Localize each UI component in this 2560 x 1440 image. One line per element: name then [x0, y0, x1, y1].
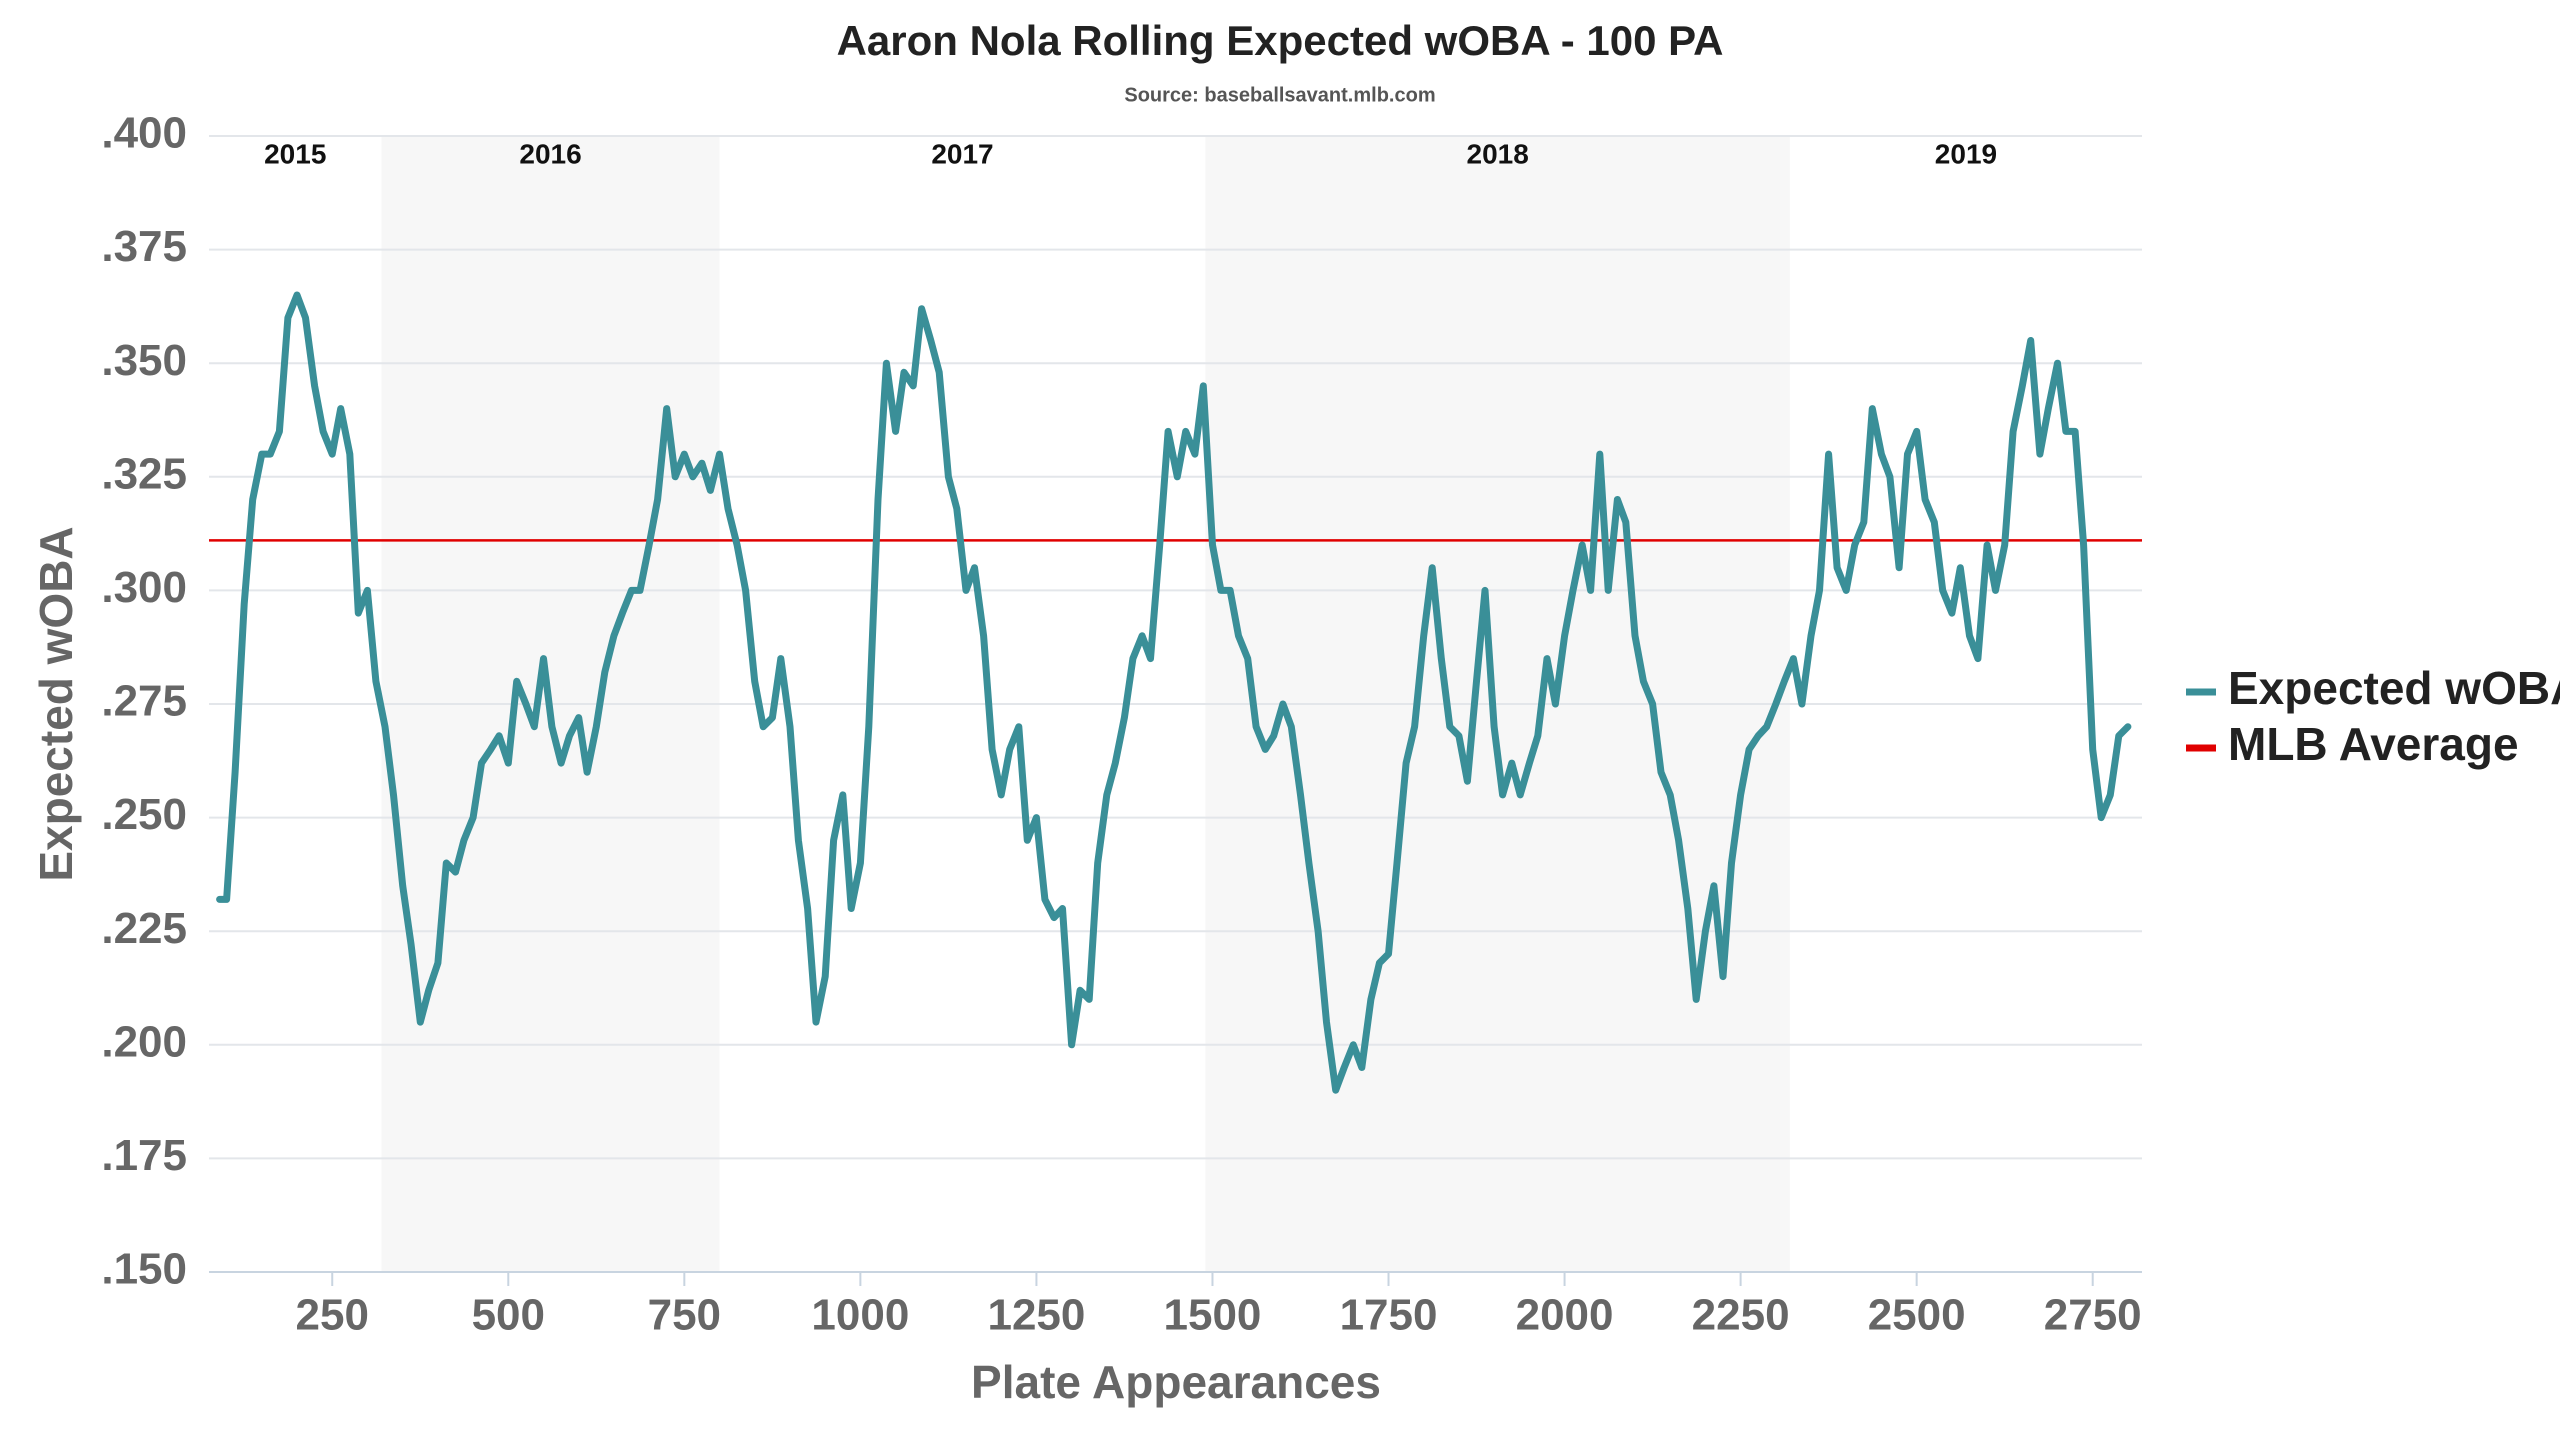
y-tick-label: .350: [101, 336, 187, 385]
x-tick-label: 2000: [1516, 1291, 1614, 1340]
x-tick-label: 1250: [987, 1291, 1085, 1340]
x-tick-label: 500: [472, 1291, 545, 1340]
y-tick-label: .200: [101, 1017, 187, 1066]
y-tick-label: .150: [101, 1245, 187, 1294]
series-line: [216, 291, 2132, 1094]
y-tick-label: .375: [101, 222, 187, 271]
x-tick-label: 1000: [811, 1291, 909, 1340]
x-tick-label: 250: [296, 1291, 369, 1340]
y-tick-label: .325: [101, 449, 187, 498]
y-tick-label: .300: [101, 563, 187, 612]
y-tick-label: .250: [101, 790, 187, 839]
x-axis-title: Plate Appearances: [971, 1356, 1381, 1408]
y-axis-title: Expected wOBA: [30, 526, 82, 881]
chart-subtitle: Source: baseballsavant.mlb.com: [1124, 84, 1435, 106]
legend-label: MLB Average: [2228, 718, 2519, 770]
x-tick-label: 1750: [1340, 1291, 1438, 1340]
x-tick-label: 750: [648, 1291, 721, 1340]
y-tick-label: .400: [101, 109, 187, 158]
season-label: 2017: [931, 138, 993, 169]
x-tick-label: 2500: [1868, 1291, 1966, 1340]
season-label: 2015: [264, 138, 326, 169]
y-tick-label: .175: [101, 1131, 187, 1180]
x-tick-label: 1500: [1164, 1291, 1262, 1340]
season-label: 2018: [1467, 138, 1529, 169]
x-tick-label: 2750: [2044, 1291, 2142, 1340]
y-tick-label: .225: [101, 904, 187, 953]
season-label: 2019: [1935, 138, 1997, 169]
x-tick-label: 2250: [1692, 1291, 1790, 1340]
season-label: 2016: [519, 138, 581, 169]
plot-area: [209, 291, 2142, 1094]
chart-title: Aaron Nola Rolling Expected wOBA - 100 P…: [837, 17, 1724, 64]
legend-label: Expected wOBA: [2228, 662, 2560, 714]
y-tick-label: .275: [101, 677, 187, 726]
